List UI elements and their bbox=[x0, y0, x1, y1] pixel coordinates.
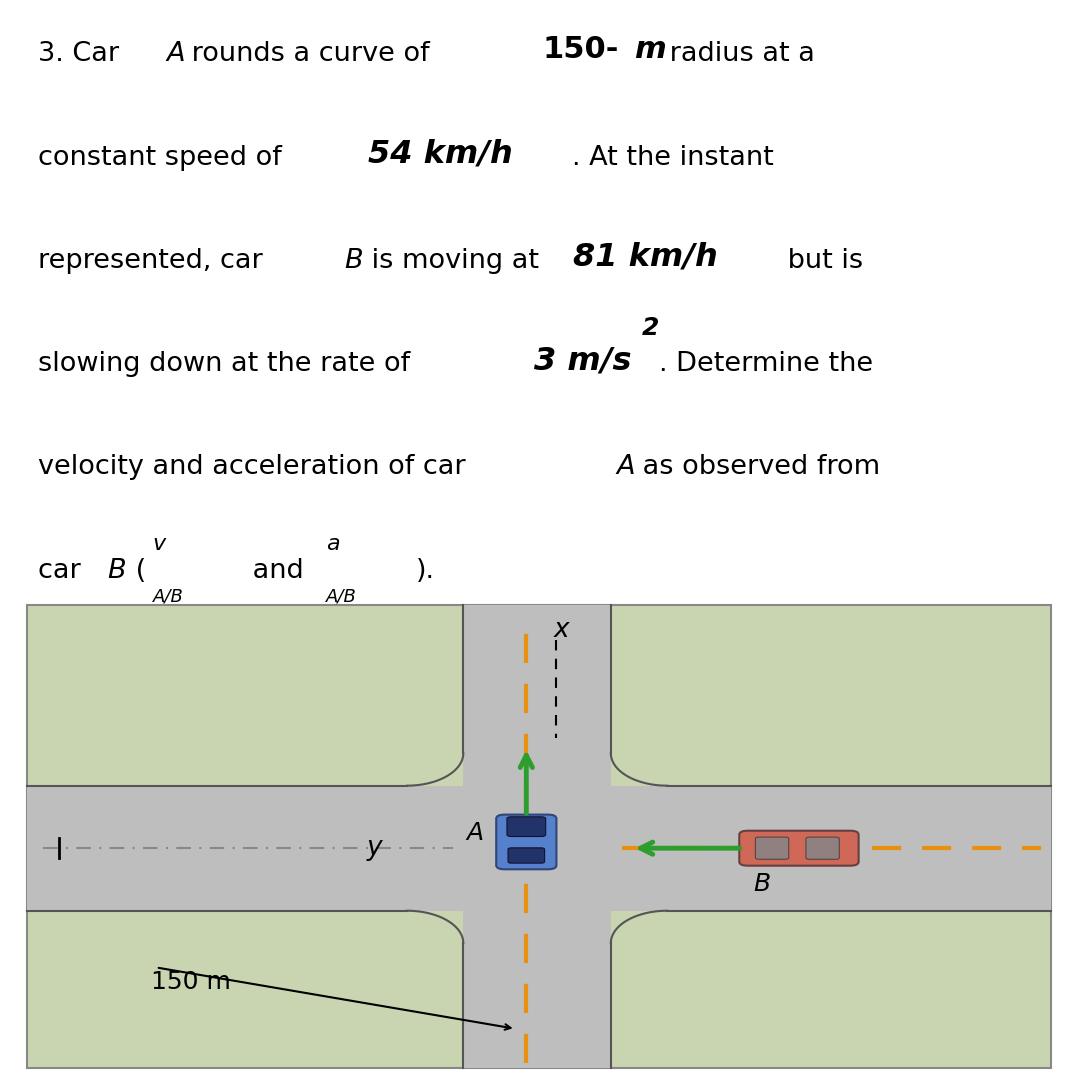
Text: A/B: A/B bbox=[326, 587, 357, 605]
Text: rounds a curve of: rounds a curve of bbox=[183, 41, 438, 67]
Text: B: B bbox=[754, 872, 771, 896]
Text: m: m bbox=[634, 36, 666, 64]
Bar bbox=[463, 605, 611, 1068]
Text: A/B: A/B bbox=[153, 587, 184, 605]
Polygon shape bbox=[407, 754, 463, 785]
Text: but is: but is bbox=[779, 248, 863, 274]
Text: 54 km/h: 54 km/h bbox=[368, 139, 513, 170]
Text: x: x bbox=[554, 617, 569, 643]
Text: velocity and acceleration of car: velocity and acceleration of car bbox=[38, 455, 474, 481]
Text: 2: 2 bbox=[642, 316, 659, 340]
Text: . At the instant: . At the instant bbox=[572, 145, 774, 171]
Text: constant speed of: constant speed of bbox=[38, 145, 290, 171]
Polygon shape bbox=[611, 754, 668, 785]
Text: 81 km/h: 81 km/h bbox=[573, 242, 718, 273]
Text: A: A bbox=[616, 455, 634, 481]
FancyBboxPatch shape bbox=[497, 814, 557, 870]
Text: v: v bbox=[153, 534, 166, 554]
Text: car: car bbox=[38, 558, 89, 584]
FancyBboxPatch shape bbox=[508, 848, 545, 863]
Text: represented, car: represented, car bbox=[38, 248, 271, 274]
Polygon shape bbox=[407, 911, 463, 943]
Text: slowing down at the rate of: slowing down at the rate of bbox=[38, 351, 418, 377]
FancyBboxPatch shape bbox=[740, 831, 859, 865]
Text: as observed from: as observed from bbox=[634, 455, 880, 481]
Text: y: y bbox=[367, 835, 383, 861]
Text: A: A bbox=[467, 821, 484, 845]
Bar bbox=[27, 785, 1051, 911]
Text: 3. Car: 3. Car bbox=[38, 41, 127, 67]
Text: is moving at: is moving at bbox=[363, 248, 548, 274]
Text: . Determine the: . Determine the bbox=[659, 351, 873, 377]
Text: B: B bbox=[344, 248, 362, 274]
Text: radius at a: radius at a bbox=[661, 41, 815, 67]
Text: 150 m: 150 m bbox=[151, 970, 230, 994]
Text: A: A bbox=[167, 41, 185, 67]
FancyBboxPatch shape bbox=[806, 837, 840, 859]
FancyBboxPatch shape bbox=[756, 837, 789, 859]
Text: and: and bbox=[244, 558, 313, 584]
Text: B: B bbox=[108, 558, 126, 584]
Text: ).: ). bbox=[416, 558, 435, 584]
Text: (: ( bbox=[127, 558, 146, 584]
Polygon shape bbox=[611, 911, 668, 943]
Text: 3 m/s: 3 m/s bbox=[534, 345, 632, 376]
Text: 150-: 150- bbox=[543, 36, 619, 64]
Text: a: a bbox=[326, 534, 340, 554]
FancyBboxPatch shape bbox=[507, 817, 546, 836]
